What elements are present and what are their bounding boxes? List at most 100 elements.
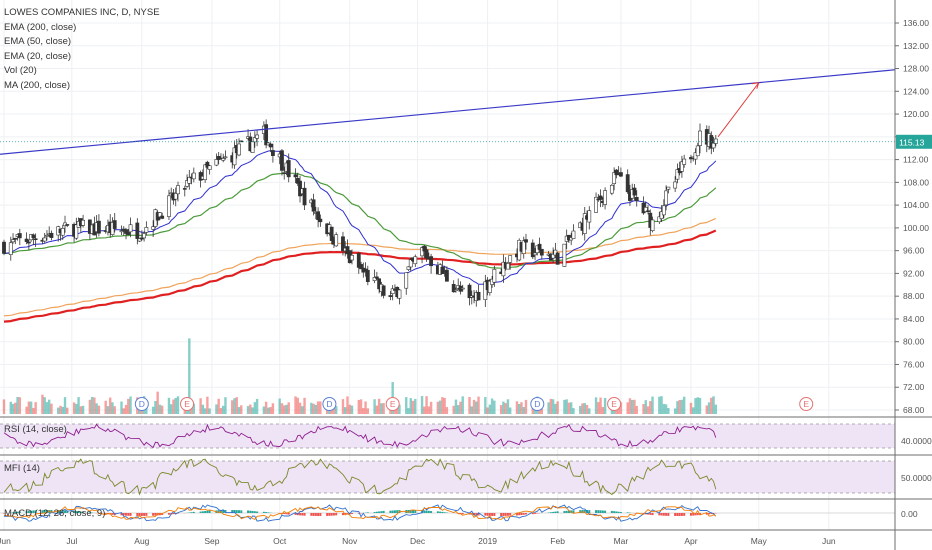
volume-bar [316, 401, 320, 414]
volume-bar [253, 402, 257, 414]
price-axis[interactable]: 68.00 72.00 76.00 80.00 84.00 88.00 92.00 96.00… [894, 0, 932, 550]
trendline-drawing[interactable] [0, 69, 896, 155]
volume-bar [676, 401, 679, 414]
volume-bar [502, 401, 505, 414]
candle-body [119, 230, 124, 233]
symbol-title[interactable]: LOWES COMPANIES INC, D, NYSE [4, 7, 160, 18]
candle-body [422, 245, 427, 252]
volume-bar [409, 398, 412, 414]
volume-bar [90, 397, 94, 414]
volume-bar [224, 397, 227, 414]
dividend-marker [530, 397, 545, 411]
macd-hist [303, 513, 306, 516]
study-volume[interactable]: Vol (20) [4, 65, 37, 76]
candle-body [711, 142, 716, 149]
price-tick-label: 104.00 [903, 200, 929, 210]
study-ma200[interactable]: MA (200, close) [4, 79, 70, 91]
last-price-value: 115.13 [899, 137, 925, 147]
volume-bar [531, 406, 534, 414]
rsi-label[interactable]: RSI (14, close) [4, 424, 67, 435]
price-tick-label: 88.00 [903, 291, 925, 301]
volume-bar [678, 400, 681, 414]
candle-body [135, 222, 140, 239]
volume-bar [644, 400, 647, 414]
macd-hist [27, 510, 30, 513]
macd-hist [330, 513, 333, 516]
price-tick-label: 120.00 [903, 109, 929, 119]
macd-hist [199, 511, 202, 513]
candle-body [406, 266, 411, 270]
volume-bar [57, 407, 60, 414]
volume-bar [445, 407, 449, 414]
candle-body [24, 238, 29, 242]
volume-bar [240, 405, 243, 414]
candle-body [533, 252, 537, 256]
candle-body [329, 226, 334, 241]
macd-hist [61, 510, 64, 513]
time-tick-label: Nov [342, 536, 358, 546]
macd-hist [430, 511, 433, 513]
macd-hist [14, 512, 17, 513]
candle-body [404, 272, 409, 289]
time-axis[interactable]: Jun Jul Aug Sep Oct Nov Dec 2019 Feb Mar Apr May Jun [0, 536, 836, 546]
macd-hist [73, 510, 76, 513]
candle-body [664, 190, 669, 206]
macd-hist [378, 511, 381, 513]
volume-bar [63, 397, 67, 414]
candle-body [587, 210, 592, 223]
volume-bar [626, 402, 629, 414]
macd-hist [247, 510, 250, 513]
volume-bar [61, 406, 64, 414]
volume-bar [572, 408, 575, 414]
volume-bar [680, 399, 684, 414]
macd-hist [382, 510, 385, 513]
volume-bar [420, 396, 424, 414]
volume-bar [206, 396, 209, 414]
macd-hist [45, 510, 48, 513]
candle-body [221, 158, 226, 161]
candle-body [286, 160, 291, 178]
macd-hist [79, 511, 82, 513]
time-tick-label: Apr [684, 536, 697, 546]
study-ema20[interactable]: EMA (20, close) [4, 50, 72, 62]
volume-bar [215, 404, 218, 414]
volume-bar [540, 408, 544, 414]
volume-bar [167, 397, 171, 414]
macd-hist [694, 513, 697, 516]
ema50-line [3, 172, 717, 269]
candle-body [582, 213, 587, 234]
candle-body [268, 143, 273, 148]
candle-body [65, 224, 70, 226]
macd-hist [506, 513, 509, 516]
candle-body [341, 236, 345, 252]
macd-hist [696, 513, 699, 516]
volume-bar [486, 407, 489, 414]
volume-bar [692, 407, 695, 414]
volume-bar [631, 399, 634, 414]
macd-hist [48, 510, 51, 513]
study-ema50[interactable]: EMA (50, close) [4, 36, 72, 47]
time-tick-label: Jul [66, 536, 77, 546]
macd-hist [689, 513, 692, 516]
study-ema200[interactable]: EMA (200, close) [4, 21, 77, 33]
mfi-label[interactable]: MFI (14) [4, 463, 40, 474]
volume-bar [484, 397, 487, 414]
projection-arrow [717, 82, 760, 138]
candle-body [74, 224, 79, 239]
candle-body [506, 263, 510, 270]
candle-body [609, 184, 614, 194]
candle-body [142, 233, 147, 239]
macd-hist [231, 510, 234, 513]
macd-hist [75, 511, 78, 513]
macd-label[interactable]: MACD (12, 26, close, 9) [4, 508, 106, 519]
candle-body [237, 143, 241, 156]
time-tick-label: Oct [273, 536, 287, 546]
volume-bar [705, 405, 708, 414]
volume-bar [488, 404, 492, 414]
volume-bar [231, 400, 234, 414]
volume-bar [294, 396, 297, 414]
volume-bar [549, 398, 553, 414]
volume-bar [75, 403, 78, 414]
